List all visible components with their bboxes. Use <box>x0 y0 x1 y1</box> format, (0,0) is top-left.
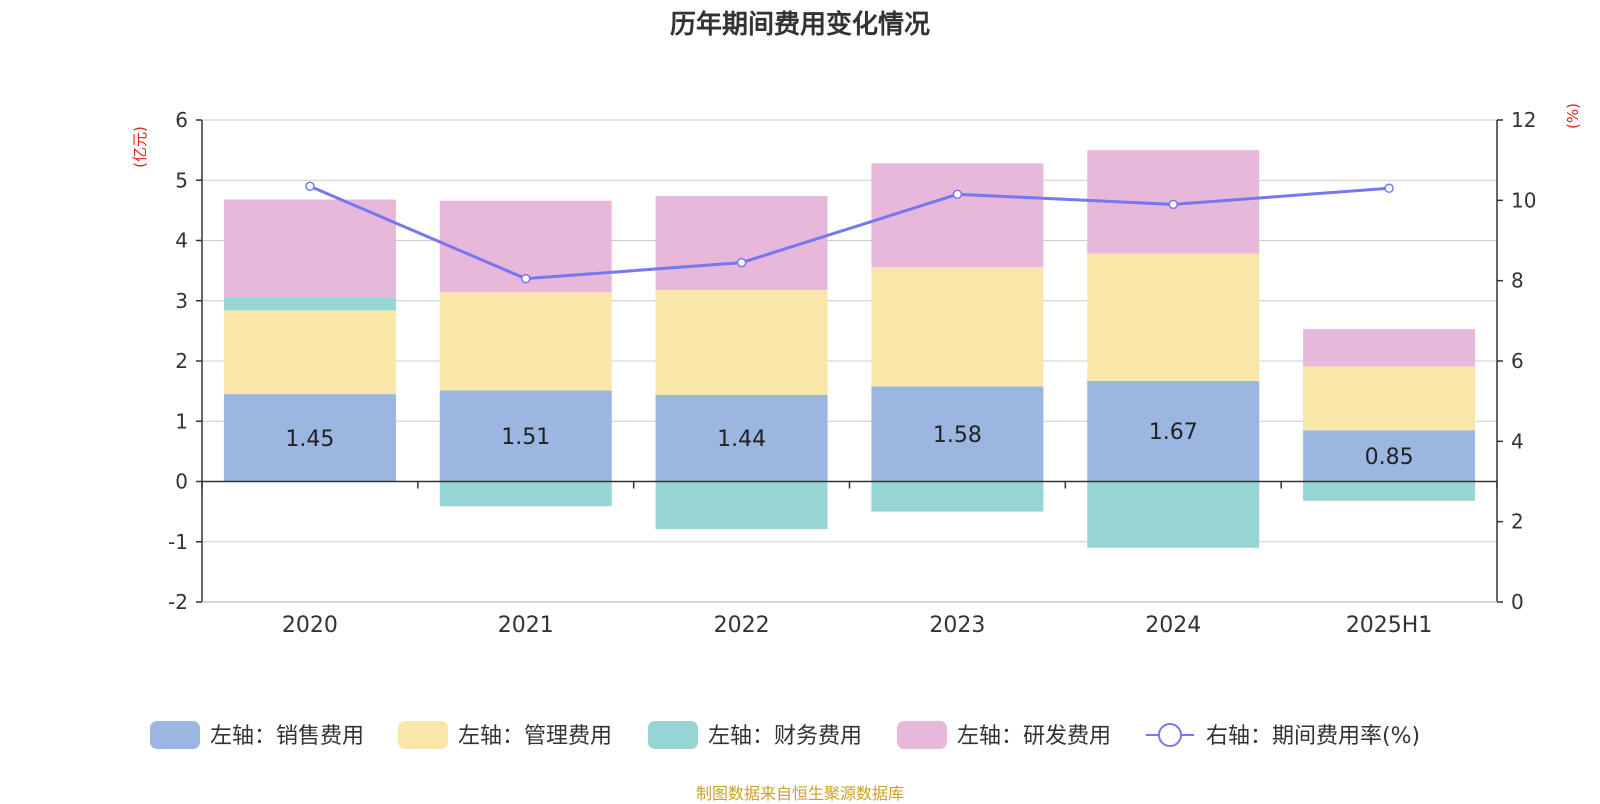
chart-title: 历年期间费用变化情况 <box>669 10 930 40</box>
legend-item-rd: 左轴：研发费用 <box>897 721 1111 749</box>
legend-marker-icon <box>1158 723 1182 747</box>
legend-label: 左轴：销售费用 <box>210 724 364 749</box>
bar-sales-2023 <box>871 386 1044 482</box>
data-label-sales-2023: 1.58 <box>933 423 982 448</box>
right-axis-tick-label: 12 <box>1511 108 1536 132</box>
left-axis-tick-label: -2 <box>168 590 188 614</box>
legend-item-admin: 左轴：管理费用 <box>398 721 612 749</box>
bar-sales-2024 <box>1087 380 1260 482</box>
legend-item-finance: 左轴：财务费用 <box>648 721 862 749</box>
right-axis-unit: (%) <box>1564 103 1582 129</box>
right-axis-tick-label: 0 <box>1511 590 1524 614</box>
left-axis-tick-label: 4 <box>175 229 188 253</box>
bar-admin-2025H1 <box>1303 366 1476 431</box>
legend-label: 左轴：管理费用 <box>458 724 612 749</box>
bar-sales-2020 <box>223 394 396 482</box>
bar-layer <box>223 150 1476 548</box>
bar-rd-2025H1 <box>1303 329 1476 367</box>
left-axis-tick-label: 5 <box>175 168 188 192</box>
point-rate-2022 <box>736 257 747 268</box>
label-layer: 1.45 1.51 1.44 1.58 1.67 0.85 <box>285 420 1413 470</box>
right-axis-tick-label: 10 <box>1511 188 1536 212</box>
line-rate <box>309 184 1390 281</box>
bar-sales-2021 <box>439 390 612 482</box>
bar-sales-2025H1 <box>1303 430 1476 482</box>
line-layer <box>305 181 1394 284</box>
source-note: 制图数据来自恒生聚源数据库 <box>695 784 904 803</box>
category-label-2024: 2024 <box>1145 613 1201 638</box>
category-label-2020: 2020 <box>282 613 338 638</box>
bar-finance-2021 <box>439 481 612 507</box>
legend-swatch-icon <box>897 721 947 749</box>
bar-finance-2023 <box>871 481 1044 512</box>
bar-admin-2021 <box>439 292 612 391</box>
legend: 左轴：销售费用 左轴：管理费用 左轴：财务费用 左轴：研发费用 右轴：期间费用率(%) <box>150 721 1420 749</box>
legend-swatch-icon <box>648 721 698 749</box>
bar-finance-2025H1 <box>1303 481 1476 501</box>
left-axis-tick-label: 2 <box>175 349 188 373</box>
point-rate-2024 <box>1168 199 1178 210</box>
legend-item-sales: 左轴：销售费用 <box>150 721 364 749</box>
left-axis-tick-label: 1 <box>175 409 188 433</box>
legend-item-rate: 右轴：期间费用率(%) <box>1146 723 1420 749</box>
bar-admin-2023 <box>871 267 1044 387</box>
point-rate-2021 <box>521 273 531 284</box>
category-label-2023: 2023 <box>929 613 985 638</box>
bar-finance-2022 <box>655 481 828 530</box>
data-label-sales-2025H1: 0.85 <box>1365 445 1414 470</box>
bar-admin-2022 <box>655 289 828 395</box>
bar-sales-2022 <box>655 394 828 482</box>
bar-finance-2020 <box>223 297 396 311</box>
bar-rd-2023 <box>871 163 1044 268</box>
category-label-2021: 2021 <box>498 613 554 638</box>
legend-swatch-icon <box>398 721 448 749</box>
category-label-2025H1: 2025H1 <box>1346 613 1433 638</box>
right-axis-tick-label: 6 <box>1511 349 1524 373</box>
category-label-2022: 2022 <box>714 613 770 638</box>
bar-finance-2024 <box>1087 481 1260 548</box>
point-rate-2025H1 <box>1384 183 1394 194</box>
data-label-sales-2020: 1.45 <box>285 427 334 452</box>
data-label-sales-2024: 1.67 <box>1149 420 1198 445</box>
left-axis-tick-label: 3 <box>175 289 188 313</box>
data-label-sales-2021: 1.51 <box>501 425 550 450</box>
grid-layer <box>202 119 1497 603</box>
left-axis-tick-label: 0 <box>175 470 188 494</box>
left-axis-unit: (亿元) <box>131 126 149 168</box>
point-rate-2020 <box>305 181 315 192</box>
bar-rd-2020 <box>223 199 396 298</box>
right-axis-tick-label: 2 <box>1511 510 1524 534</box>
legend-swatch-icon <box>150 721 200 749</box>
bar-admin-2024 <box>1087 253 1260 381</box>
bar-admin-2020 <box>223 310 396 395</box>
right-axis-tick-label: 4 <box>1511 429 1524 453</box>
point-rate-2023 <box>952 189 963 200</box>
legend-label: 右轴：期间费用率(%) <box>1206 724 1420 749</box>
data-label-sales-2022: 1.44 <box>717 427 766 452</box>
legend-label: 左轴：财务费用 <box>708 724 862 749</box>
legend-label: 左轴：研发费用 <box>957 724 1111 749</box>
left-axis-tick-label: 6 <box>175 108 188 132</box>
right-axis-tick-label: 8 <box>1511 269 1524 293</box>
left-axis-tick-label: -1 <box>168 530 188 554</box>
